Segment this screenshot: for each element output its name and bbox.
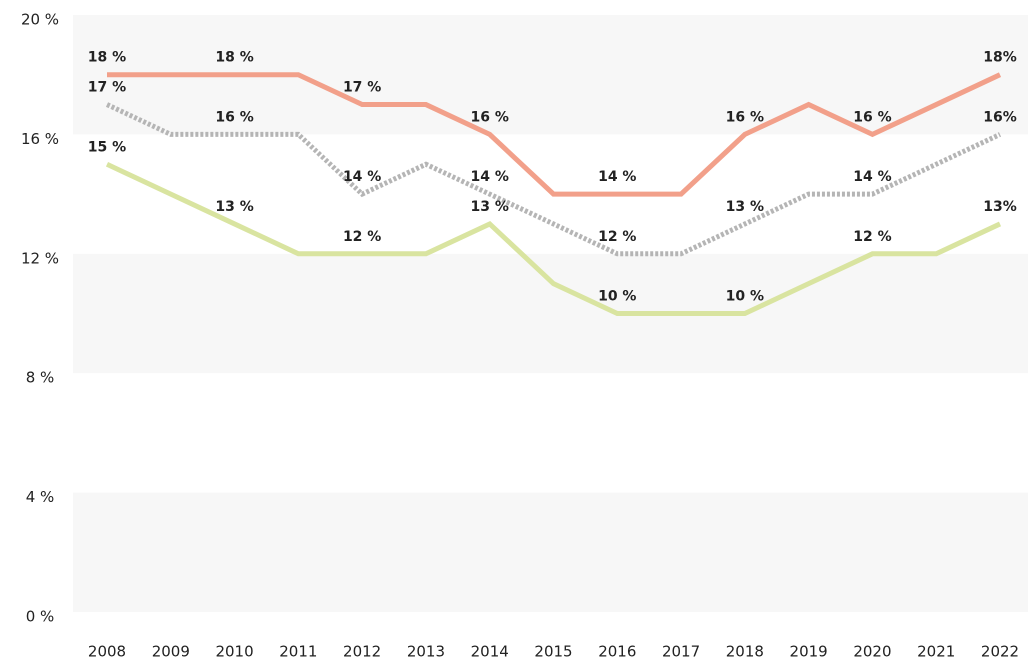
value-label: 13 %: [726, 199, 764, 215]
x-tick-label: 2010: [215, 643, 253, 661]
y-tick-label: 20 %: [21, 11, 59, 29]
value-label: 10 %: [726, 289, 764, 305]
x-tick-label: 2021: [917, 643, 955, 661]
x-tick-label: 2009: [152, 643, 190, 661]
grid-band: [73, 492, 1028, 612]
x-tick-label: 2016: [598, 643, 636, 661]
x-tick-label: 2008: [88, 643, 126, 661]
value-label: 16%: [983, 109, 1017, 125]
grid-band: [73, 253, 1028, 374]
value-label: 10 %: [598, 289, 636, 305]
value-label: 14 %: [343, 169, 381, 185]
value-label: 18%: [983, 50, 1017, 66]
y-tick-label: 8 %: [26, 369, 55, 387]
series-line: [105, 102, 1002, 257]
value-label: 15 %: [88, 139, 126, 155]
x-tick-label: 2019: [790, 643, 828, 661]
value-label: 18 %: [88, 50, 126, 66]
value-label: 16 %: [471, 109, 509, 125]
value-label: 13%: [983, 199, 1017, 215]
x-tick-label: 2013: [407, 643, 445, 661]
x-tick-label: 2018: [726, 643, 764, 661]
x-tick-label: 2012: [343, 643, 381, 661]
y-tick-label: 12 %: [21, 249, 59, 267]
value-label: 14 %: [598, 169, 636, 185]
value-label: 12 %: [598, 229, 636, 245]
value-label: 12 %: [853, 229, 891, 245]
y-tick-label: 16 %: [21, 130, 59, 148]
value-label: 18 %: [215, 50, 253, 66]
value-label: 13 %: [471, 199, 509, 215]
value-label: 17 %: [343, 80, 381, 96]
value-label: 16 %: [215, 109, 253, 125]
value-label: 13 %: [215, 199, 253, 215]
x-tick-label: 2011: [279, 643, 317, 661]
value-label: 14 %: [853, 169, 891, 185]
value-label: 14 %: [471, 169, 509, 185]
x-tick-label: 2020: [853, 643, 891, 661]
series-line: [107, 72, 1002, 197]
series-line: [105, 161, 1002, 316]
y-tick-label: 4 %: [26, 488, 55, 506]
value-label: 12 %: [343, 229, 381, 245]
value-label: 16 %: [726, 109, 764, 125]
x-tick-label: 2015: [534, 643, 572, 661]
y-tick-label: 0 %: [26, 608, 55, 626]
x-tick-label: 2014: [471, 643, 509, 661]
value-label: 17 %: [88, 80, 126, 96]
value-label: 16 %: [853, 109, 891, 125]
x-tick-label: 2022: [981, 643, 1019, 661]
x-tick-label: 2017: [662, 643, 700, 661]
